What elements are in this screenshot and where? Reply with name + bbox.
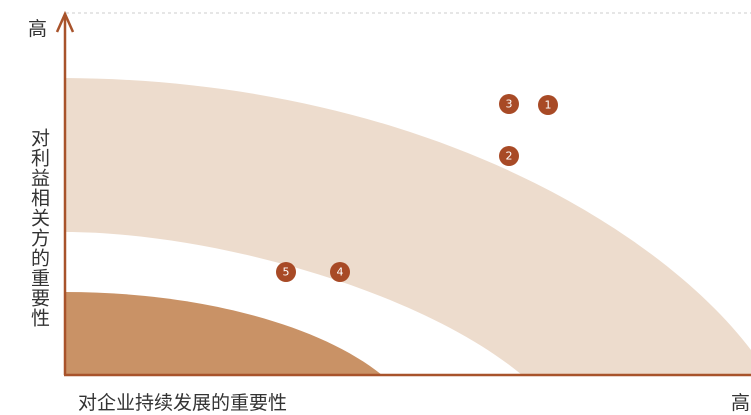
node-dot — [538, 95, 558, 115]
node-label: 1 — [545, 99, 552, 112]
node-dot — [276, 262, 296, 282]
node-label: 4 — [337, 266, 344, 279]
node-label: 2 — [506, 150, 513, 163]
node-dot — [499, 94, 519, 114]
inner-region — [65, 292, 382, 375]
y-axis-label: 对利益相关方的重要性 — [28, 128, 50, 328]
y-high: 高 — [28, 18, 48, 40]
node-label: 5 — [283, 266, 290, 279]
node-dot — [330, 262, 350, 282]
outer-band — [65, 78, 751, 375]
x-high: 高 — [731, 392, 751, 414]
x-axis-label: 对企业持续发展的重要性 — [78, 392, 288, 414]
node-dot — [499, 146, 519, 166]
node-label: 3 — [506, 98, 513, 111]
y-arrow — [55, 10, 75, 33]
